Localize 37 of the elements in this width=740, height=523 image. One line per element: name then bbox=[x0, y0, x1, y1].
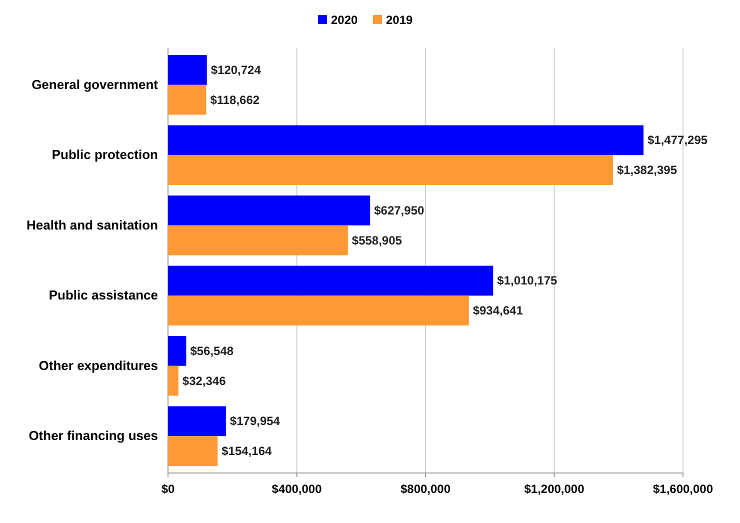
x-tick-label: $1,600,000 bbox=[652, 482, 714, 496]
bar bbox=[168, 155, 613, 185]
bar bbox=[168, 366, 178, 396]
data-label: $179,954 bbox=[230, 414, 280, 428]
data-label: $56,548 bbox=[190, 344, 234, 358]
data-label: $1,477,295 bbox=[648, 133, 708, 148]
y-tick-label: Public protection bbox=[52, 147, 158, 162]
x-tick-label: $1,200,000 bbox=[524, 482, 585, 496]
data-label: $154,164 bbox=[222, 444, 272, 458]
y-tick-label: General government bbox=[32, 76, 159, 92]
bar bbox=[168, 436, 218, 466]
bar bbox=[168, 125, 644, 156]
bar bbox=[168, 336, 186, 366]
data-label: $558,905 bbox=[352, 233, 402, 248]
y-tick-label: Other financing uses bbox=[28, 428, 158, 444]
x-tick-label: $400,000 bbox=[272, 482, 322, 496]
bar bbox=[168, 196, 370, 226]
y-tick-label: Public assistance bbox=[48, 288, 158, 303]
data-label: $118,662 bbox=[210, 92, 260, 107]
bar bbox=[168, 225, 348, 256]
data-label: $120,724 bbox=[210, 62, 262, 77]
bar bbox=[168, 406, 226, 436]
data-label: $934,641 bbox=[472, 304, 524, 318]
x-tick-label: $0 bbox=[161, 482, 175, 496]
bar bbox=[168, 266, 494, 296]
y-tick-label: Other expenditures bbox=[38, 358, 158, 373]
legend-label: 2020 bbox=[331, 13, 358, 27]
data-label: $1,382,395 bbox=[616, 163, 678, 178]
data-label: $32,346 bbox=[182, 374, 226, 388]
legend-label: 2019 bbox=[386, 13, 414, 27]
data-label: $1,010,175 bbox=[497, 274, 558, 288]
y-tick-label: Health and sanitation bbox=[26, 217, 158, 232]
bar bbox=[168, 55, 207, 85]
data-label: $627,950 bbox=[374, 203, 424, 218]
x-tick-label: $800,000 bbox=[400, 482, 451, 496]
bar bbox=[168, 84, 206, 115]
bar bbox=[168, 296, 469, 326]
